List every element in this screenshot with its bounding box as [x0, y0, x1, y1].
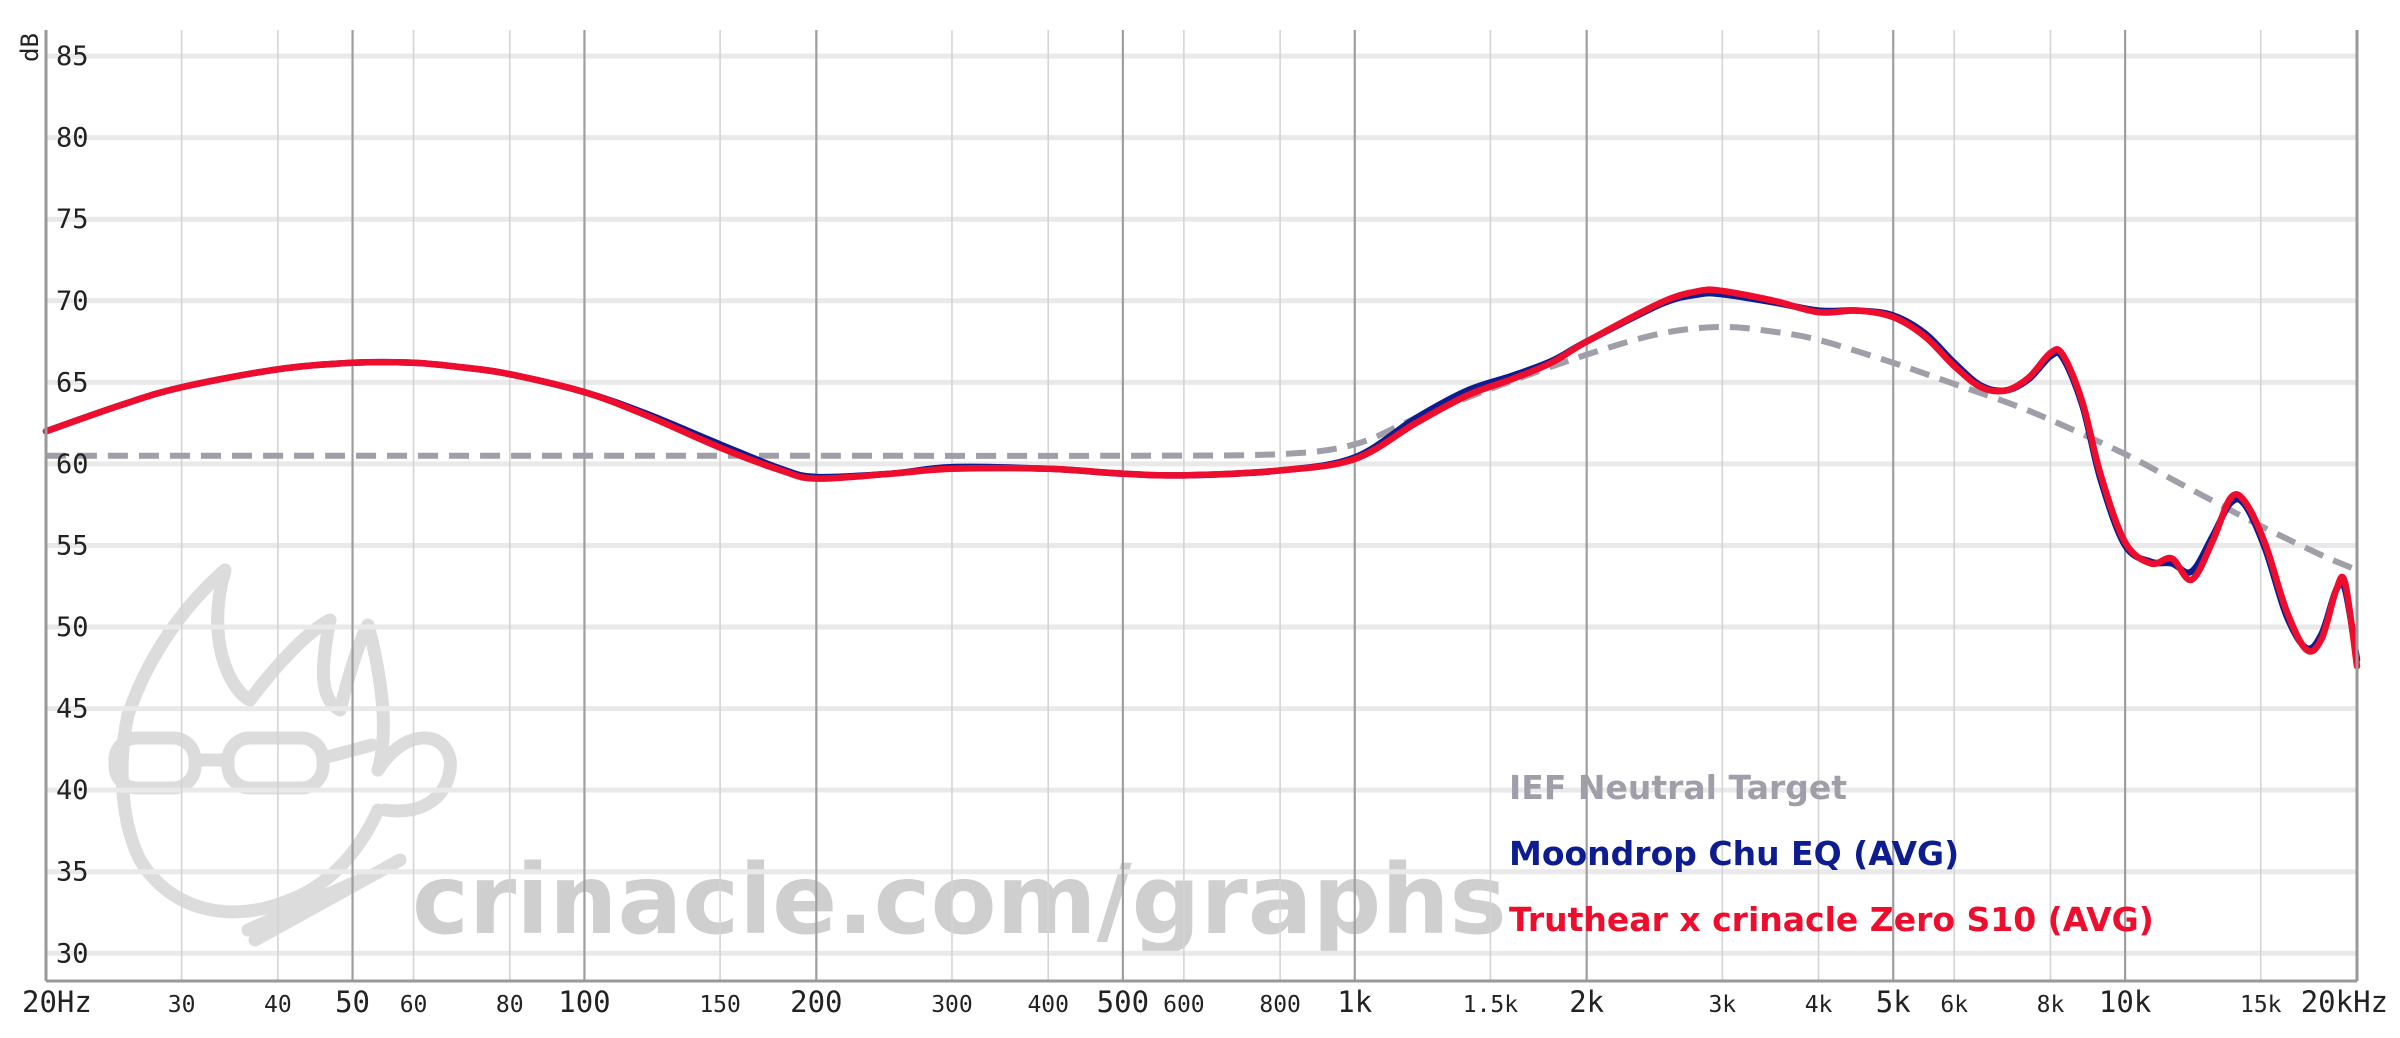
mascot-glasses-bridge	[188, 738, 379, 767]
x-tick-label-3k: 3k	[1708, 992, 1736, 1018]
y-tick-label-45: 45	[56, 694, 89, 725]
y-tick-label-70: 70	[56, 286, 89, 317]
watermark-text: crinacle.com/graphs	[412, 844, 1507, 956]
x-tick-label-60: 60	[400, 992, 428, 1018]
x-tick-label-80: 80	[496, 992, 524, 1018]
x-tick-label-100: 100	[558, 985, 610, 1019]
x-tick-label-15k: 15k	[2240, 992, 2282, 1018]
x-tick-label-20kHz: 20kHz	[2301, 985, 2388, 1019]
x-tick-label-20Hz: 20Hz	[22, 985, 92, 1019]
x-tick-label-2k: 2k	[1569, 985, 1604, 1019]
chart-legend: IEF Neutral Target Moondrop Chu EQ (AVG)…	[1509, 768, 2154, 939]
y-tick-label-60: 60	[56, 449, 89, 480]
chart-axes: 85 80 75 70 65 60 55 50 45 40 35 30 20Hz 30 40 50 60 80 10…	[22, 30, 2388, 1019]
series-line-truthear-x-crinacle-zero-s10-avg	[42, 286, 2361, 670]
y-tick-label-55: 55	[56, 530, 89, 561]
x-tick-label-5k: 5k	[1876, 985, 1911, 1019]
y-tick-label-35: 35	[56, 857, 89, 888]
x-tick-label-50: 50	[335, 985, 370, 1019]
x-tick-label-10k: 10k	[2099, 985, 2152, 1019]
series-layer	[42, 286, 2361, 670]
x-tick-label-300: 300	[931, 992, 973, 1018]
x-tick-label-4k: 4k	[1805, 992, 1833, 1018]
x-tick-label-6k: 6k	[1940, 992, 1968, 1018]
y-tick-label-65: 65	[56, 367, 89, 398]
x-tick-label-1k: 1k	[1337, 985, 1372, 1019]
x-tick-label-600: 600	[1163, 992, 1205, 1018]
y-tick-label-85: 85	[56, 41, 89, 72]
x-tick-label-800: 800	[1259, 992, 1301, 1018]
y-tick-label-75: 75	[56, 204, 89, 235]
x-tick-label-200: 200	[790, 985, 842, 1019]
x-tick-label-500: 500	[1097, 985, 1149, 1019]
legend-item-truthear-zero-s10: Truthear x crinacle Zero S10 (AVG)	[1509, 900, 2154, 939]
y-tick-label-50: 50	[56, 612, 89, 643]
y-tick-label-40: 40	[56, 775, 89, 806]
y-axis-unit-label: dB	[16, 33, 44, 62]
x-tick-label-150: 150	[699, 992, 741, 1018]
series-line-ief-neutral-target	[45, 323, 2359, 573]
y-tick-label-30: 30	[56, 938, 89, 969]
legend-item-moondrop-chu-eq: Moondrop Chu EQ (AVG)	[1509, 834, 1959, 873]
x-tick-label-400: 400	[1027, 992, 1069, 1018]
x-tick-label-40: 40	[264, 992, 292, 1018]
x-tick-label-8k: 8k	[2037, 992, 2065, 1018]
x-tick-label-1.5k: 1.5k	[1463, 992, 1519, 1018]
x-tick-label-30: 30	[168, 992, 196, 1018]
legend-item-ief-neutral-target: IEF Neutral Target	[1509, 768, 1847, 807]
y-tick-label-80: 80	[56, 123, 89, 154]
mascot-ear	[371, 731, 457, 818]
